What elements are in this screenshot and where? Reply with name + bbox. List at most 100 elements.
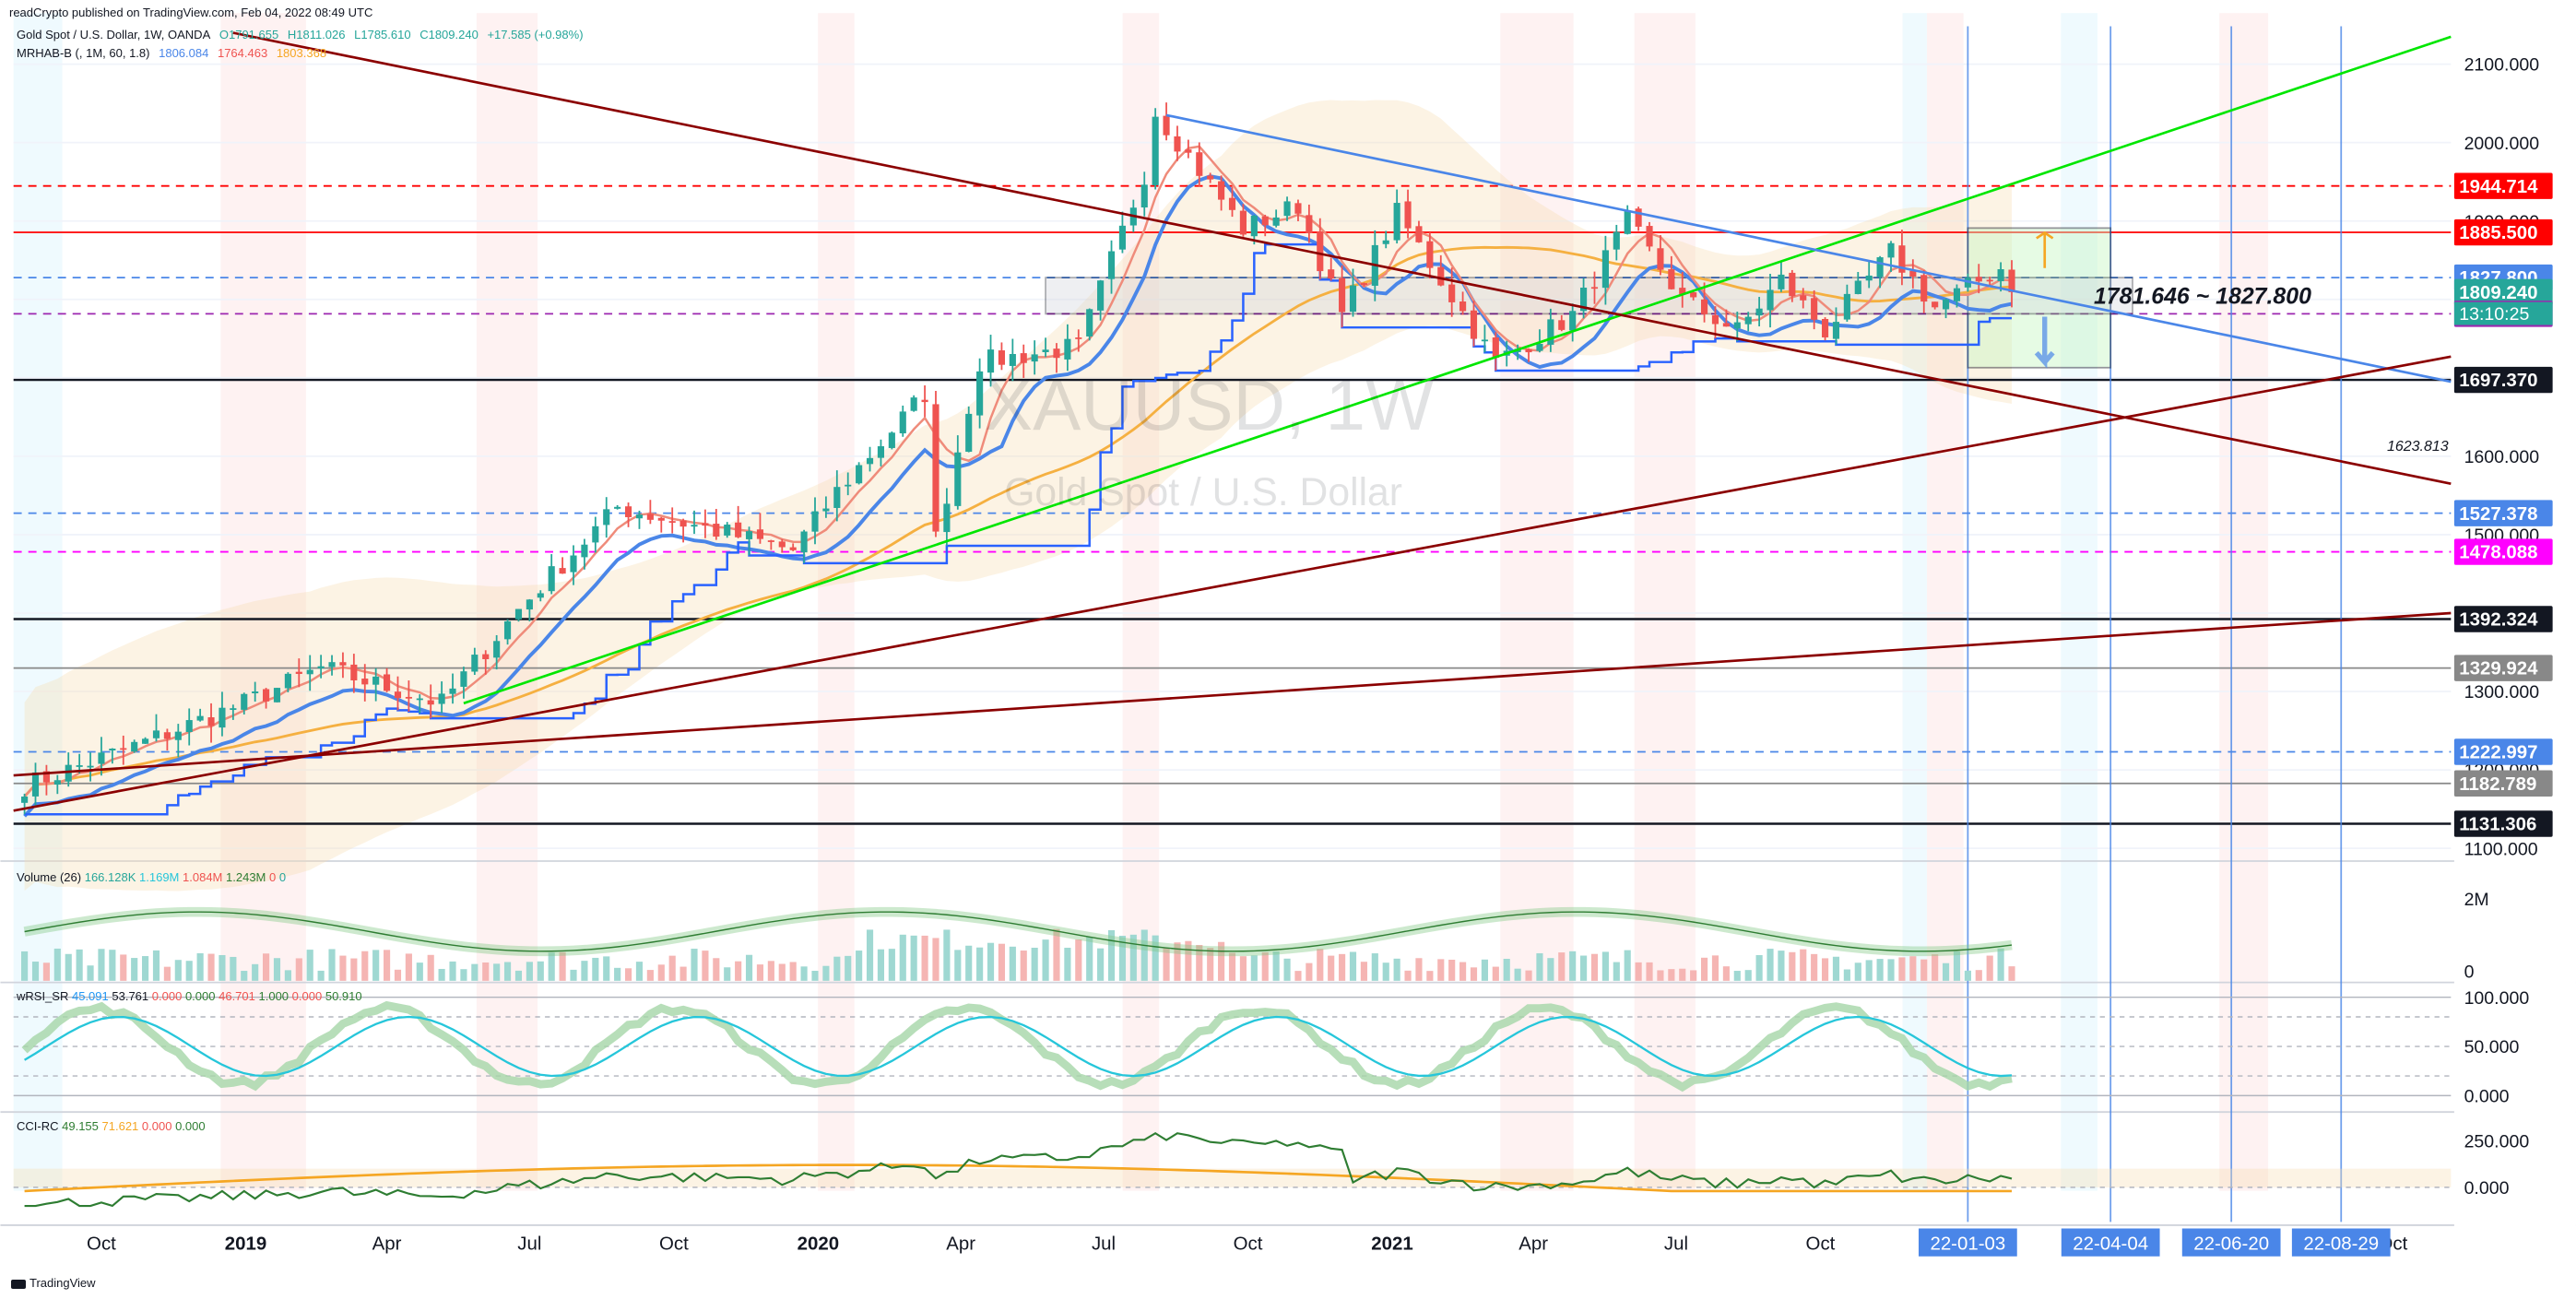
candle-body <box>295 671 302 674</box>
candle-body <box>1953 288 1961 301</box>
candle-body <box>273 688 281 703</box>
candle-body <box>1821 318 1829 337</box>
volume-bar <box>1711 955 1719 981</box>
countdown-box <box>2453 301 2553 325</box>
candle <box>1975 264 1982 294</box>
volume-bar <box>1558 952 1566 981</box>
trendline-blue-downtrend <box>1165 113 2452 384</box>
candle-body <box>252 691 259 693</box>
candle <box>1426 232 1434 279</box>
candle-body <box>789 547 797 550</box>
volume-bar <box>899 934 906 981</box>
candle-body <box>87 765 94 768</box>
tradingview-footer[interactable]: TradingView <box>11 1276 96 1290</box>
candle-body <box>910 397 917 411</box>
candle-body <box>1767 289 1774 311</box>
candle <box>646 500 654 525</box>
volume-bar <box>1635 962 1642 981</box>
volume-bar <box>635 962 644 981</box>
support-step-line <box>24 242 2013 816</box>
candle-body <box>1690 292 1697 298</box>
x-tick-label: Apr <box>1518 1234 1548 1255</box>
candle <box>1690 290 1697 301</box>
indicator-name[interactable]: MRHAB-B (, 1M, 60, 1.8) <box>17 46 150 60</box>
volume-bar <box>263 953 270 981</box>
cci-value-1: 49.155 <box>62 1119 99 1133</box>
candle <box>152 714 160 742</box>
candle-body <box>624 506 632 517</box>
candle-body <box>570 555 577 573</box>
candle-body <box>767 540 774 542</box>
wrsi-value-2: 53.761 <box>112 989 149 1003</box>
candle-body <box>1086 309 1093 337</box>
volume-label[interactable]: Volume (26) <box>17 870 82 884</box>
volume-bar <box>1601 951 1609 981</box>
candle-body <box>142 738 149 744</box>
candle <box>1404 189 1412 239</box>
x-tick-label: Apr <box>946 1234 975 1255</box>
candle <box>735 505 742 538</box>
candle-body <box>438 693 445 704</box>
candle-body <box>1306 215 1313 233</box>
volume-bar <box>559 951 566 981</box>
candle-body <box>1843 293 1850 320</box>
candle-body <box>1393 203 1400 241</box>
candle <box>1536 329 1543 353</box>
wrsi-axis-label: 0.000 <box>2464 1087 2510 1107</box>
volume-bar <box>921 935 928 981</box>
volume-bar <box>1975 970 1982 981</box>
candle <box>120 735 127 765</box>
price-label-box <box>2453 538 2553 565</box>
volume-value-3: 1.084M <box>183 870 223 884</box>
candle <box>976 358 984 429</box>
price-label-box <box>2453 655 2553 681</box>
volume-bar <box>767 961 774 981</box>
volume-bar <box>822 965 830 981</box>
volume-bar <box>1196 944 1203 981</box>
volume-bar <box>1129 934 1137 981</box>
bg-band-10 <box>1902 13 1927 1191</box>
candle <box>1437 254 1445 287</box>
wrsi-axis-label: 50.000 <box>2464 1037 2520 1057</box>
volume-ma-line <box>24 911 2013 952</box>
x-tick-label: Oct <box>87 1234 116 1255</box>
candle-body <box>449 688 456 694</box>
volume-bar <box>109 950 116 981</box>
candle <box>1294 199 1302 221</box>
candle <box>1393 189 1400 244</box>
candle <box>1601 235 1609 305</box>
candle <box>1646 221 1653 252</box>
candle <box>1064 324 1071 372</box>
candle <box>142 737 149 744</box>
candle-body <box>1339 278 1346 313</box>
price-label-text: 1182.789 <box>2459 773 2536 795</box>
symbol-name[interactable]: Gold Spot / U.S. Dollar, 1W, OANDA <box>17 28 211 41</box>
tradingview-brand: TradingView <box>30 1276 96 1290</box>
candle <box>1317 218 1324 280</box>
candle-body <box>120 748 127 750</box>
candle-body <box>284 673 291 689</box>
candle-body <box>1064 338 1071 360</box>
volume-bar <box>438 968 445 981</box>
candle-body <box>361 679 369 685</box>
wrsi-label[interactable]: wRSI_SR <box>17 989 69 1003</box>
candle <box>570 545 577 585</box>
volume-bar <box>1020 951 1027 981</box>
candle-body <box>493 641 501 658</box>
candle-body <box>713 524 720 537</box>
open-value: O1791.655 <box>219 28 279 41</box>
candle <box>416 694 423 714</box>
volume-bar <box>1470 967 1478 981</box>
candle <box>1031 340 1038 375</box>
bg-band-3 <box>818 13 855 1191</box>
trendline-green-uptrend <box>463 35 2452 705</box>
rsi-signal-line <box>24 1015 2013 1078</box>
x-tick-label: Jul <box>517 1234 541 1255</box>
bg-band-6 <box>1634 13 1696 1191</box>
candle <box>306 655 313 691</box>
price-label-1809.240: 1809.240 <box>2453 278 2553 306</box>
candle <box>273 688 281 703</box>
cci-label[interactable]: CCI-RC <box>17 1119 59 1133</box>
volume-bar <box>317 970 325 981</box>
